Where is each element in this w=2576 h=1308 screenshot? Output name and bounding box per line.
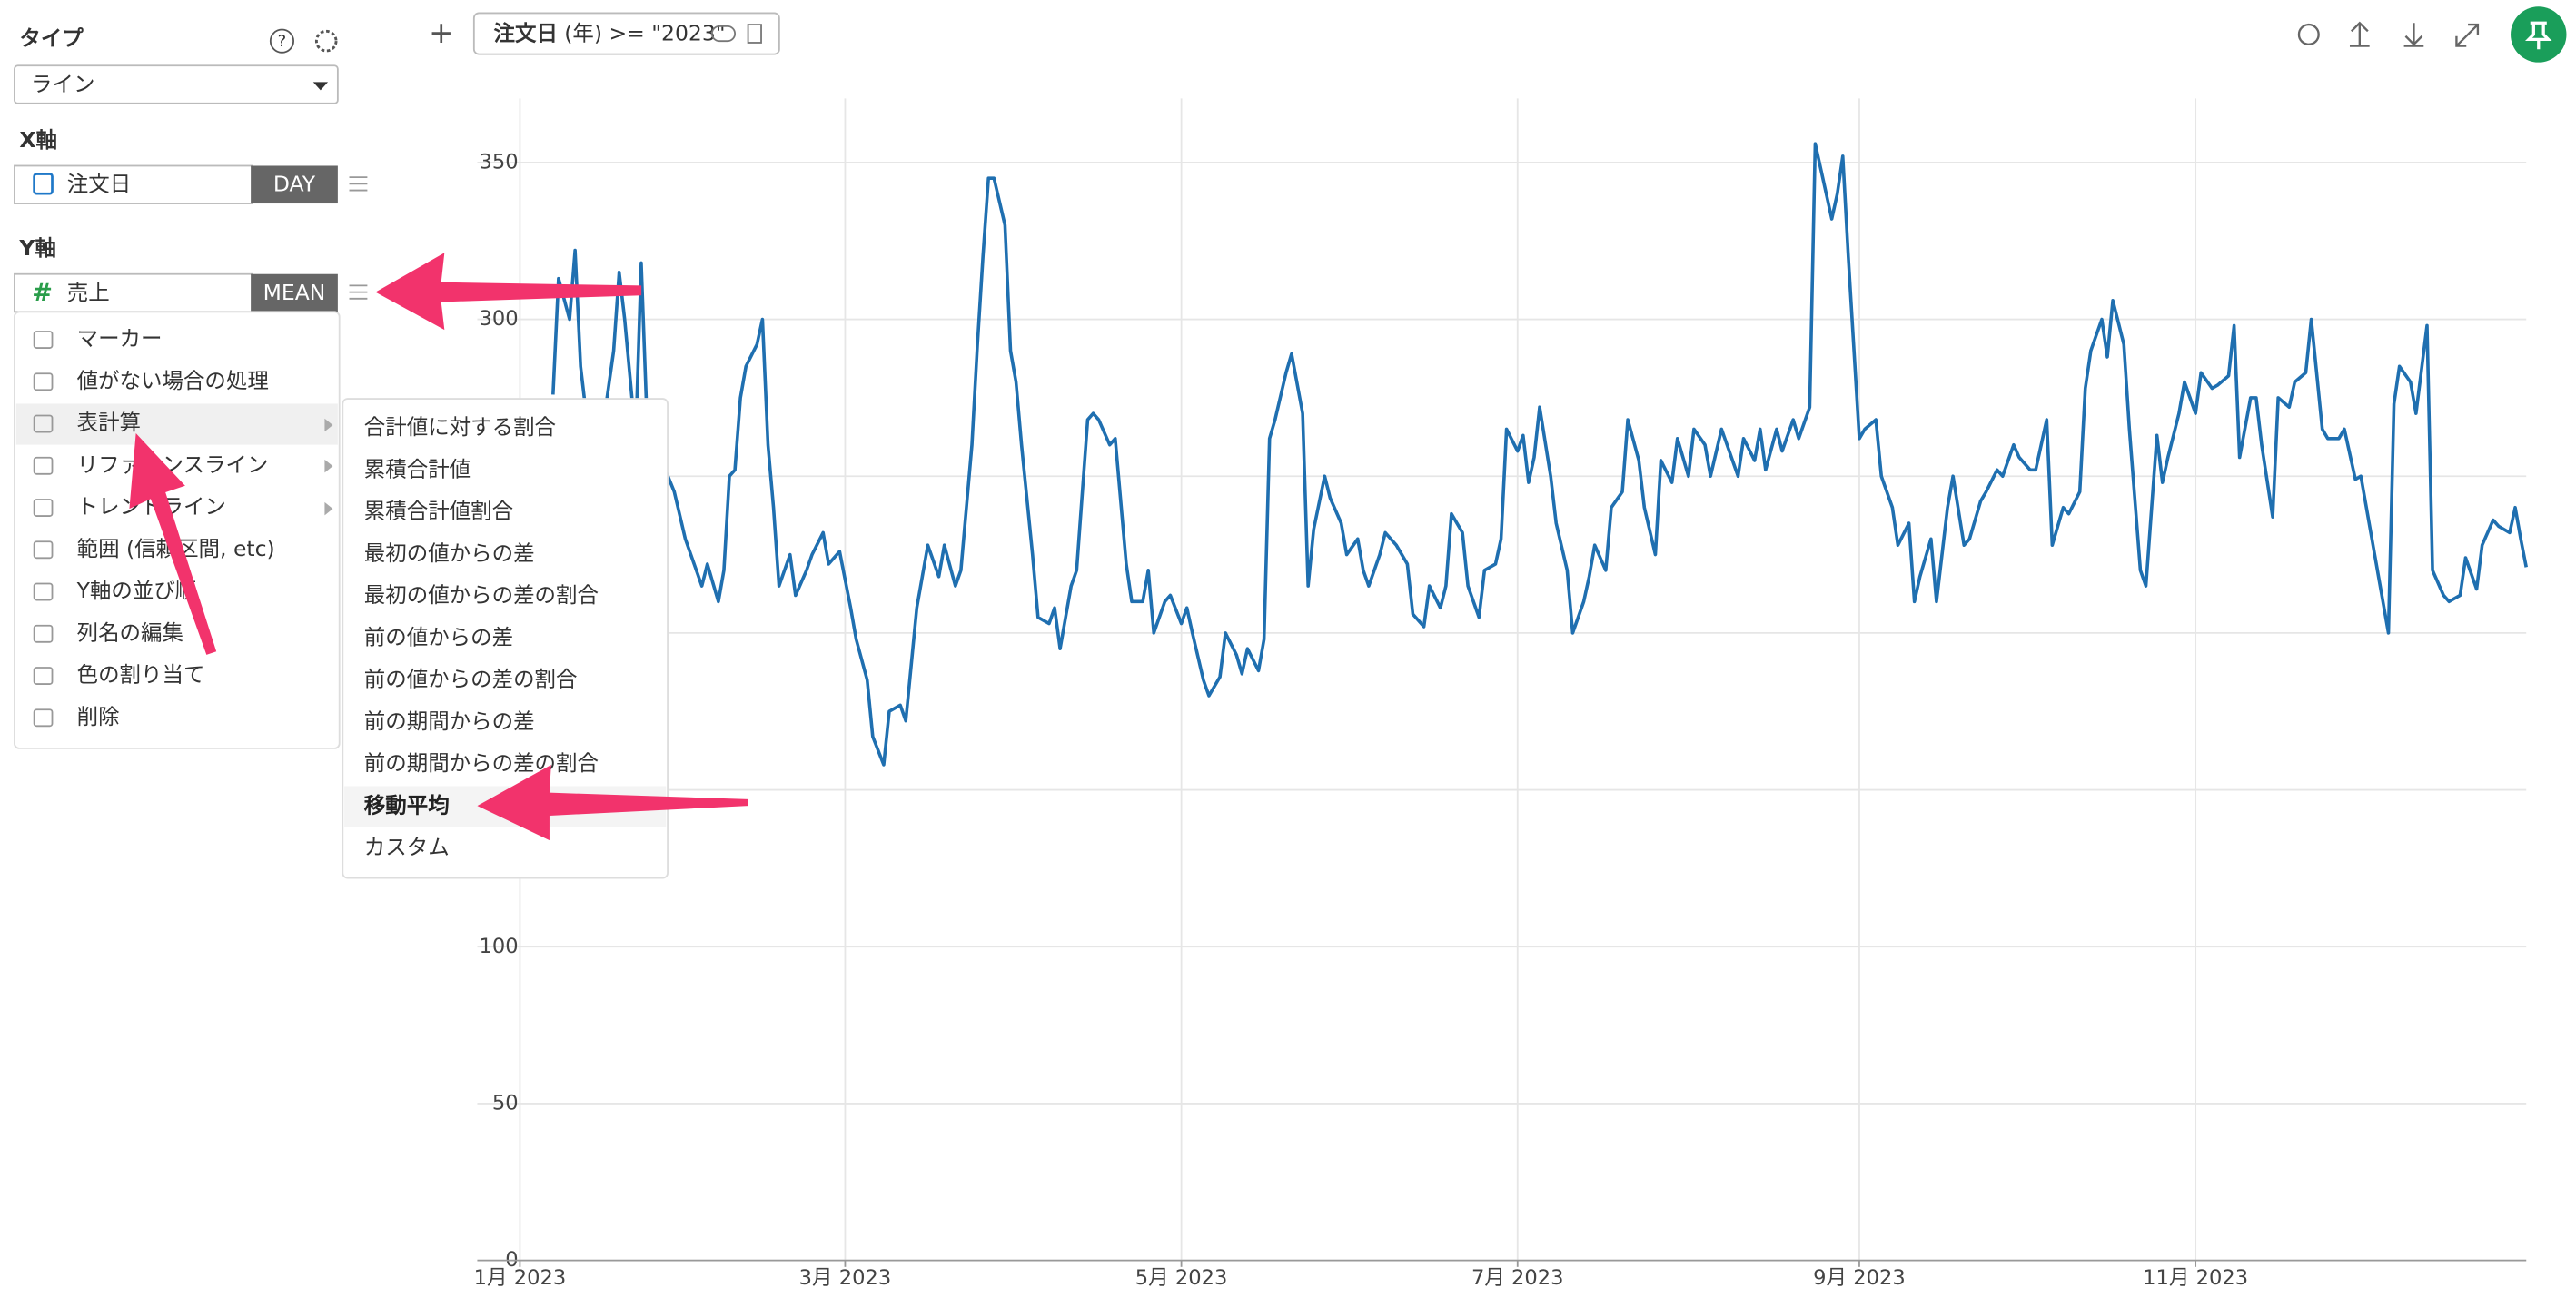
x-tick-label: 5月 2023 <box>1135 1266 1228 1290</box>
submenu-item[interactable]: 前の値からの差の割合 <box>364 667 578 692</box>
menu-highlight <box>15 403 338 445</box>
y-menu-icon[interactable] <box>349 284 368 300</box>
menu-icon <box>33 331 54 349</box>
x-tick-label: 11月 2023 <box>2143 1266 2248 1290</box>
filter-field: 注文日 <box>494 20 558 45</box>
x-tick-label: 1月 2023 <box>474 1266 567 1290</box>
x-field: 注文日 <box>67 172 131 197</box>
menu-icon <box>33 708 54 728</box>
number-icon: # <box>32 279 53 307</box>
y-field-box[interactable] <box>14 272 253 313</box>
y-tick-label: 350 <box>480 150 519 173</box>
menu-item[interactable]: 削除 <box>77 704 120 729</box>
menu-item[interactable]: 値がない場合の処理 <box>77 368 269 393</box>
submenu-box <box>342 398 669 879</box>
x-menu-icon[interactable] <box>349 176 368 192</box>
arrow-3 <box>477 764 748 841</box>
help-icon[interactable] <box>269 28 294 54</box>
help-glyph: ? <box>278 32 287 51</box>
download-icon[interactable] <box>2403 23 2424 47</box>
submenu-item[interactable]: 最初の値からの差の割合 <box>364 582 599 608</box>
submenu-item[interactable]: 累積合計値割合 <box>364 499 513 524</box>
calendar-icon <box>33 173 54 195</box>
y-tick-label: 300 <box>480 307 519 331</box>
menu-item[interactable]: Y軸の並び順 <box>76 578 197 603</box>
menu-icon <box>33 372 54 391</box>
x-axis-label: X軸 <box>19 127 57 153</box>
submenu-item[interactable]: 前の期間からの差 <box>364 708 535 734</box>
expand-icon[interactable] <box>2455 23 2480 47</box>
y-agg: MEAN <box>263 280 326 305</box>
delete-icon[interactable] <box>747 24 762 44</box>
data-line <box>551 142 2528 767</box>
upload-icon[interactable] <box>2349 21 2370 47</box>
menu-item[interactable]: マーカー <box>77 326 163 352</box>
submenu-item[interactable]: 最初の値からの差 <box>364 540 535 566</box>
menu-icon <box>33 624 54 643</box>
menu-item[interactable]: 表計算 <box>77 410 141 435</box>
submenu-item[interactable]: カスタム <box>364 835 450 860</box>
x-tick-label: 7月 2023 <box>1471 1266 1564 1290</box>
toolbar-icons <box>2297 21 2480 47</box>
menu-icon <box>33 582 54 601</box>
menu-icon <box>33 414 54 433</box>
pin-icon <box>2524 21 2552 50</box>
y-tick-label: 50 <box>492 1091 519 1115</box>
menu-icon <box>33 667 54 685</box>
settings-icon[interactable] <box>314 29 338 53</box>
menu-icon <box>33 456 54 475</box>
y-field: 売上 <box>67 280 110 305</box>
comment-icon[interactable] <box>2297 23 2320 45</box>
type-select[interactable] <box>14 64 339 104</box>
add-filter-icon[interactable]: + <box>429 15 453 50</box>
menu-item[interactable]: 列名の編集 <box>77 619 183 645</box>
arrow-2 <box>129 432 217 655</box>
y-axis-label: Y軸 <box>18 235 55 261</box>
menu-item[interactable]: 色の割り当て <box>77 662 205 688</box>
toggle-icon[interactable] <box>710 25 737 43</box>
submenu-item[interactable]: 累積合計値 <box>364 456 471 481</box>
x-tick-label: 9月 2023 <box>1813 1266 1906 1290</box>
menu-icon <box>33 540 54 560</box>
filter-chip[interactable]: 注文日 (年) >= "2023" <box>472 12 780 55</box>
x-field-box[interactable] <box>14 164 253 204</box>
filter-chip-box[interactable] <box>472 12 780 55</box>
annotation-arrows <box>129 253 748 841</box>
filter-condition: (年) >= "2023" <box>564 20 725 45</box>
select-caret <box>312 82 329 91</box>
menu-icon <box>33 499 54 517</box>
submenu-carets <box>324 418 333 516</box>
type-label: タイプ <box>19 25 84 51</box>
x-tick-label: 3月 2023 <box>799 1266 892 1290</box>
submenu-item[interactable]: 移動平均 <box>364 792 450 818</box>
x-agg: DAY <box>273 172 316 197</box>
y-tick-label: 100 <box>480 935 519 958</box>
type-value: ライン <box>31 71 94 96</box>
pin-button[interactable] <box>2511 6 2567 63</box>
x-agg-box[interactable] <box>251 165 338 204</box>
submenu-item[interactable]: 前の期間からの差の割合 <box>364 750 599 776</box>
submenu-item[interactable]: 合計値に対する割合 <box>364 414 556 440</box>
arrow-1 <box>375 253 642 331</box>
submenu-item[interactable]: 前の値からの差 <box>364 624 513 649</box>
y-agg-box[interactable] <box>251 273 338 312</box>
